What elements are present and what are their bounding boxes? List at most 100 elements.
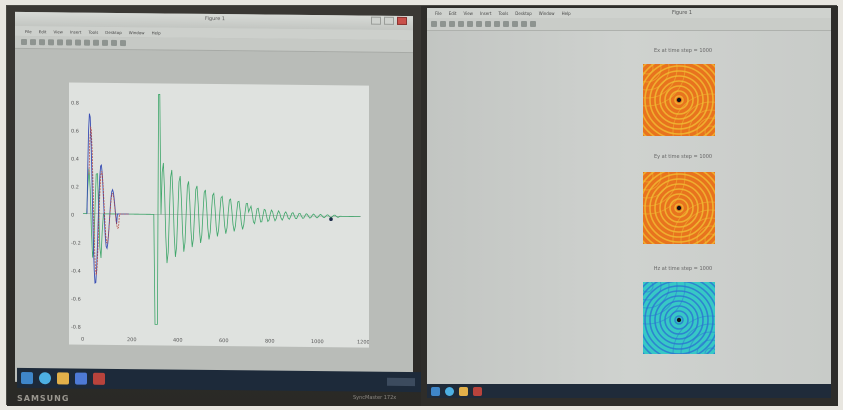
zoom-out-icon[interactable] [75,39,81,46]
cursor-marker [329,217,333,222]
menu-window[interactable]: Window [538,10,555,16]
field-image-ey [643,172,715,244]
browser-icon[interactable] [39,372,51,385]
zoom-out-icon[interactable] [485,21,491,27]
menu-file[interactable]: File [435,10,442,16]
open-file-icon[interactable] [440,21,446,27]
menu-view[interactable]: View [463,10,473,16]
menu-desktop[interactable]: Desktop [105,29,122,35]
menu-insert[interactable]: Insert [69,28,82,35]
field-wave-ring [654,183,704,233]
field-wave-ring [659,300,699,340]
field-corner-ring [704,125,715,136]
field-wave-ring [659,80,699,120]
new-figure-icon[interactable] [431,21,437,27]
save-icon[interactable] [449,21,455,27]
media-player-icon[interactable] [75,372,87,385]
matlab-icon[interactable] [93,372,105,385]
field-corner-ring [643,64,662,83]
field-wave-ring [644,173,714,243]
waveform-plot: 0.8 0.6 0.4 0.2 0 -0.2 -0.4 -0.6 -0.8 0 200 400 600 8… [69,82,369,348]
field-corner-ring [688,217,715,244]
brush-icon[interactable] [521,21,527,27]
left-taskbar [17,367,421,393]
pointer-icon[interactable] [467,21,473,27]
close-button[interactable] [397,16,407,26]
x-tick-label: 600 [219,338,229,344]
menu-tools[interactable]: Tools [498,10,509,16]
menu-tools[interactable]: Tools [88,29,99,35]
field-corner-ring [643,172,686,215]
field-wave-ring [649,290,709,350]
menu-file[interactable]: File [25,28,32,34]
pointer-icon[interactable] [57,39,63,46]
left-monitor: Figure 1 File Edit View Insert Tools Des… [7,6,425,406]
matlab-icon[interactable] [473,386,482,396]
data-cursor-icon[interactable] [512,21,518,27]
brush-icon[interactable] [111,39,117,46]
y-tick-label: 0.6 [71,129,79,135]
start-button-icon[interactable] [431,386,440,396]
minimize-button[interactable] [371,16,381,25]
print-icon[interactable] [48,39,54,46]
menu-help[interactable]: Help [151,29,161,35]
rotate-icon[interactable] [503,21,509,27]
system-tray[interactable] [387,377,415,387]
y-tick-label: -0.2 [71,241,81,247]
zoom-in-icon[interactable] [476,21,482,27]
field-corner-ring [643,172,670,199]
field-corner-ring [672,93,715,136]
field-wave-ring [654,75,704,125]
print-icon[interactable] [458,21,464,27]
y-tick-label: 0.8 [71,101,79,107]
field-corner-ring [643,172,662,191]
y-tick-label: -0.4 [71,269,81,275]
field-image-ex [643,64,715,136]
right-window-title: Figure 1 [672,10,693,16]
right-monitor: File Edit View Insert Tools Desktop Wind… [421,6,838,406]
x-tick-label: 800 [265,339,275,345]
left-window-title: Figure 1 [205,15,226,23]
field-source-point [676,205,682,211]
menu-desktop[interactable]: Desktop [515,10,532,16]
open-file-icon[interactable] [30,39,36,46]
field-wave-ring [674,203,684,213]
field-wave-ring [669,198,689,218]
data-cursor-icon[interactable] [102,39,108,46]
menu-edit[interactable]: Edit [38,28,47,34]
pan-icon[interactable] [84,39,90,46]
field-corner-ring [643,282,670,309]
rotate-icon[interactable] [93,39,99,46]
menu-insert[interactable]: Insert [479,10,492,16]
x-tick-label: 1000 [311,339,324,345]
zoom-in-icon[interactable] [66,39,72,46]
menu-edit[interactable]: Edit [448,10,457,16]
maximize-button[interactable] [384,16,394,25]
colorbar-icon[interactable] [530,21,536,27]
waveform-chart: 0.80.60.40.20-0.2-0.4-0.6-0.80 200 400 600 8… [71,94,369,346]
field-wave-ring [644,285,714,354]
field-corner-ring [704,347,715,354]
right-menubar: File Edit View Insert Tools Desktop Wind… [427,8,831,18]
field-panel-hz [643,282,715,354]
panel-title-ey: Ey at time step = 1000 [653,154,713,160]
menu-help[interactable]: Help [561,10,571,16]
field-corner-ring [643,282,662,301]
browser-icon[interactable] [445,386,454,396]
pan-icon[interactable] [494,21,500,27]
field-wave-ring [674,95,684,105]
monitor-brand: SAMSUNG [17,394,70,403]
folder-icon[interactable] [459,386,468,396]
right-screen: File Edit View Insert Tools Desktop Wind… [427,8,831,398]
save-icon[interactable] [39,39,45,46]
new-figure-icon[interactable] [21,38,27,46]
blue-trace [86,113,129,284]
field-corner-ring [643,282,686,325]
field-wave-ring [669,310,689,330]
start-button-icon[interactable] [21,371,33,385]
field-corner-ring [696,339,715,354]
menu-view[interactable]: View [53,28,63,34]
folder-icon[interactable] [57,372,69,385]
menu-window[interactable]: Window [128,29,145,35]
colorbar-icon[interactable] [120,40,126,47]
